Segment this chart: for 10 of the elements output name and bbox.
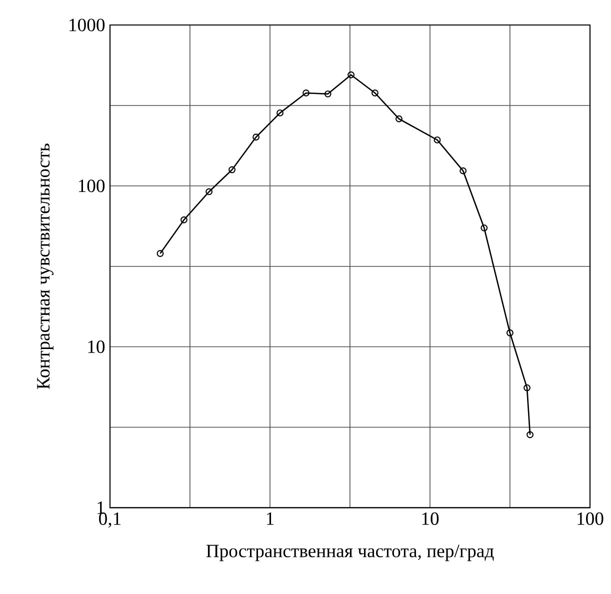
x-tick-label: 100	[578, 512, 604, 525]
x-tick-label: 1	[266, 512, 274, 525]
y-tick-label: 1000	[70, 18, 105, 32]
x-tick-label: 10	[422, 512, 439, 525]
y-axis-title: Контрастная чувствительность	[37, 144, 54, 390]
y-tick-label: 100	[78, 180, 105, 192]
x-tick-label: 0,1	[99, 512, 121, 528]
y-tick-label: 1	[98, 501, 104, 514]
y-tick-label: 10	[88, 340, 105, 354]
x-axis-title: Пространственная частота, пер/град	[206, 544, 494, 562]
